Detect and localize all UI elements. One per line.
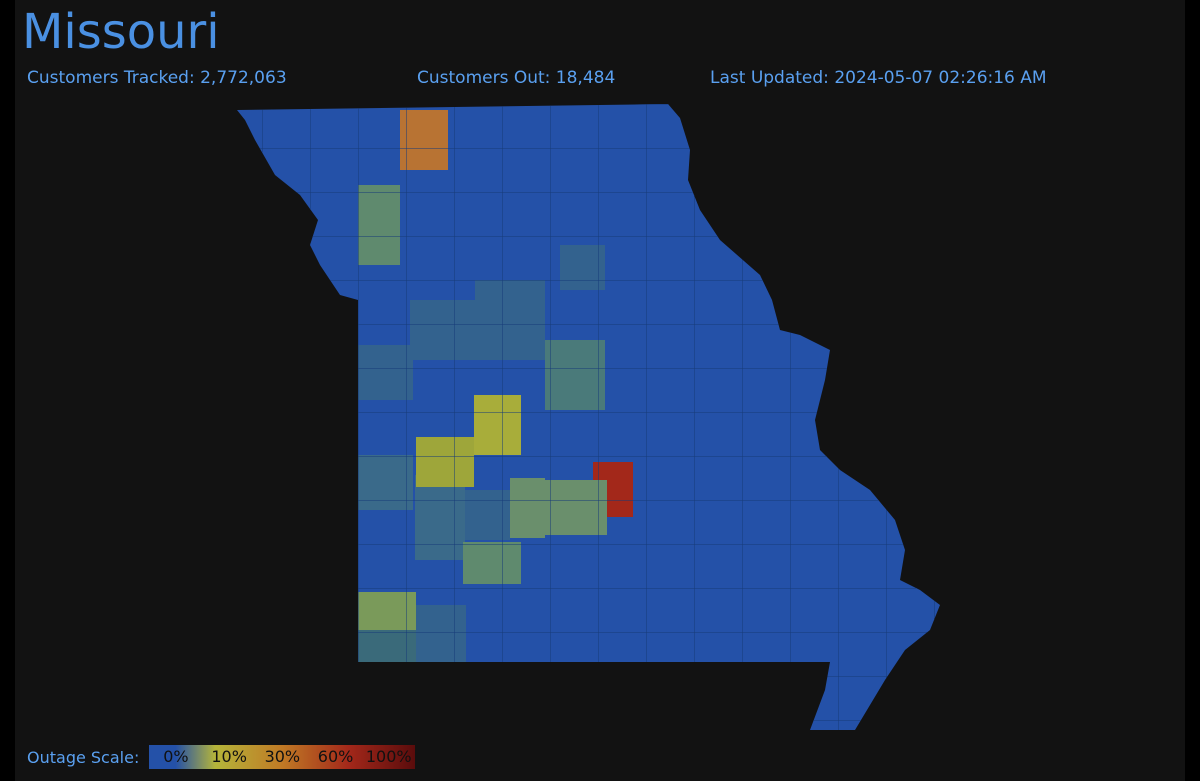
state-shape xyxy=(237,104,940,730)
stat: Last Updated: 2024-05-07 02:26:16 AM xyxy=(710,68,1047,88)
stat-label: Last Updated: xyxy=(710,68,829,88)
stat-value: 2024-05-07 02:26:16 AM xyxy=(834,68,1047,88)
legend-stop: 60% xyxy=(317,747,354,766)
stat-value: 18,484 xyxy=(555,68,616,88)
screen: Missouri Customers Tracked: 2,772,063 Cu… xyxy=(15,0,1185,781)
legend-label: Outage Scale: xyxy=(27,747,140,767)
stat: Customers Out: 18,484 xyxy=(417,68,615,88)
title: Missouri xyxy=(22,4,220,60)
stat-label: Customers Tracked: xyxy=(27,68,195,88)
stat: Customers Tracked: 2,772,063 xyxy=(27,68,287,88)
legend-scale: 0% 10% 30% 60% 100% xyxy=(149,745,416,769)
legend-stop: 100% xyxy=(365,747,412,766)
stat-value: 2,772,063 xyxy=(200,68,287,88)
legend: Outage Scale: 0% 10% 30% 60% 100% xyxy=(27,745,416,769)
county-map xyxy=(237,104,940,730)
legend-stop: 10% xyxy=(211,747,247,766)
stat-label: Customers Out: xyxy=(417,68,551,88)
legend-stop: 30% xyxy=(264,747,301,766)
legend-stop: 0% xyxy=(163,747,189,766)
